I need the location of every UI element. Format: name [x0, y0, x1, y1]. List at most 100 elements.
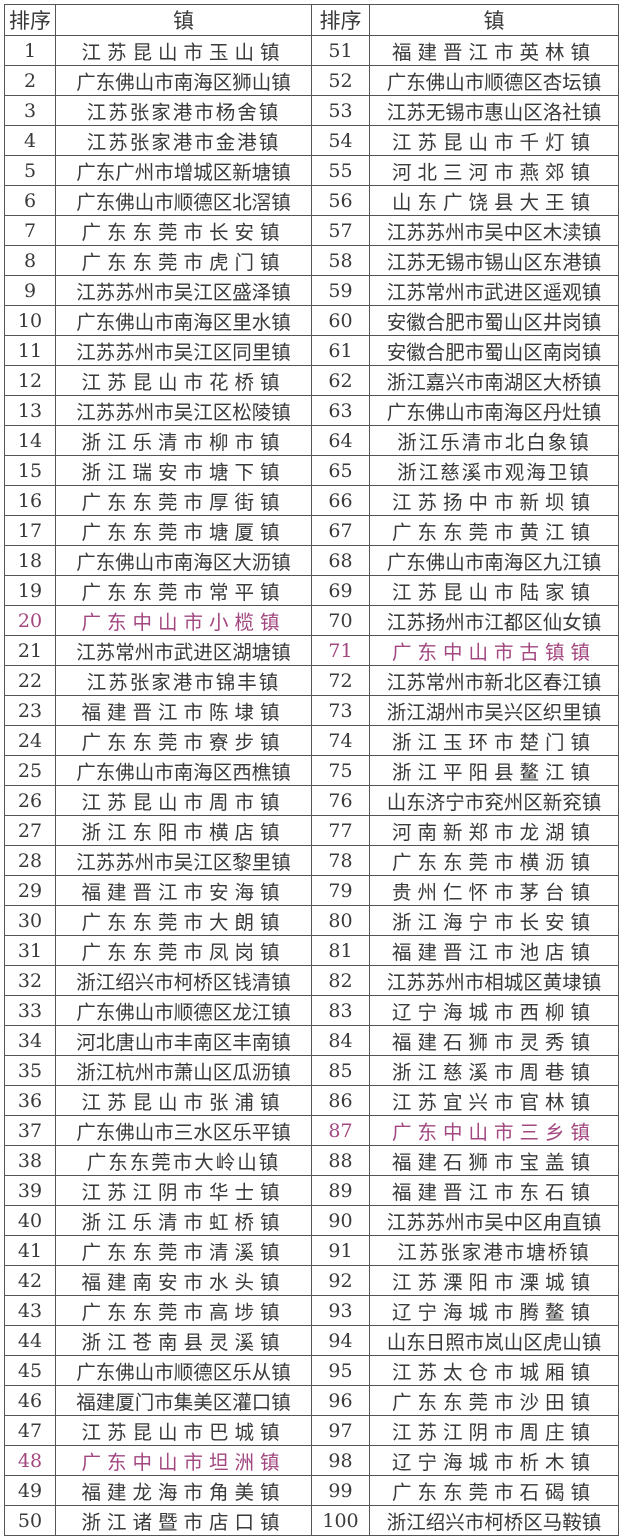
rank-cell: 100 — [311, 1505, 370, 1536]
town-cell: 广东中山市坦洲镇 — [55, 1445, 312, 1476]
rank-cell: 31 — [4, 935, 56, 966]
table-row: 22 江苏张家港市锦丰镇 72 江苏常州市新北区春江镇 — [4, 665, 619, 696]
town-cell: 广东佛山市南海区丹灶镇 — [369, 395, 619, 426]
town-ranking-table: 排序 镇 排序 镇 1 江苏昆山市玉山镇 51 福建晋江市英林镇 2 广东佛山市南海区狮山… — [4, 4, 619, 1536]
town-cell: 浙江海宁市长安镇 — [369, 905, 619, 936]
rank-cell: 44 — [4, 1325, 56, 1356]
town-cell: 江苏苏州市吴江区松陵镇 — [55, 395, 312, 426]
rank-cell: 71 — [311, 635, 370, 666]
town-cell: 江苏昆山市千灯镇 — [369, 125, 619, 156]
rank-cell: 91 — [311, 1235, 370, 1266]
rank-cell: 35 — [4, 1055, 56, 1086]
table-row: 39 江苏江阴市华士镇 89 福建晋江市东石镇 — [4, 1175, 619, 1206]
rank-cell: 18 — [4, 545, 56, 576]
town-cell: 安徽合肥市蜀山区南岗镇 — [369, 335, 619, 366]
table-row: 18 广东佛山市南海区大沥镇 68 广东佛山市南海区九江镇 — [4, 545, 619, 576]
town-cell: 浙江慈溪市观海卫镇 — [369, 455, 619, 486]
town-cell: 福建龙海市角美镇 — [55, 1475, 312, 1506]
rank-cell: 26 — [4, 785, 56, 816]
rank-cell: 74 — [311, 725, 370, 756]
table-row: 20 广东中山市小榄镇 70 江苏扬州市江都区仙女镇 — [4, 605, 619, 636]
table-row: 7 广东东莞市长安镇 57 江苏苏州市吴中区木渎镇 — [4, 215, 619, 246]
rank-cell: 36 — [4, 1085, 56, 1116]
table-row: 30 广东东莞市大朗镇 80 浙江海宁市长安镇 — [4, 905, 619, 936]
rank-cell: 85 — [311, 1055, 370, 1086]
town-cell: 福建南安市水头镇 — [55, 1265, 312, 1296]
town-cell: 浙江杭州市萧山区瓜沥镇 — [55, 1055, 312, 1086]
town-cell: 广东东莞市横沥镇 — [369, 845, 619, 876]
rank-cell: 38 — [4, 1145, 56, 1176]
rank-cell: 47 — [4, 1415, 56, 1446]
town-cell: 江苏苏州市吴中区甪直镇 — [369, 1205, 619, 1236]
rank-cell: 5 — [4, 155, 56, 186]
rank-cell: 80 — [311, 905, 370, 936]
rank-cell: 33 — [4, 995, 56, 1026]
rank-cell: 9 — [4, 275, 56, 306]
rank-cell: 41 — [4, 1235, 56, 1266]
rank-cell: 67 — [311, 515, 370, 546]
rank-cell: 96 — [311, 1385, 370, 1416]
table-row: 44 浙江苍南县灵溪镇 94 山东日照市岚山区虎山镇 — [4, 1325, 619, 1356]
town-cell: 浙江绍兴市柯桥区钱清镇 — [55, 965, 312, 996]
rank-cell: 75 — [311, 755, 370, 786]
rank-cell: 81 — [311, 935, 370, 966]
town-cell: 江苏常州市武进区遥观镇 — [369, 275, 619, 306]
table-row: 41 广东东莞市清溪镇 91 江苏张家港市塘桥镇 — [4, 1235, 619, 1266]
rank-cell: 39 — [4, 1175, 56, 1206]
table-row: 5 广东广州市增城区新塘镇 55 河北三河市燕郊镇 — [4, 155, 619, 186]
town-cell: 江苏江阴市华士镇 — [55, 1175, 312, 1206]
town-cell: 安徽合肥市蜀山区井岗镇 — [369, 305, 619, 336]
town-header-left: 镇 — [55, 4, 312, 36]
town-cell: 浙江乐清市柳市镇 — [55, 425, 312, 456]
rank-cell: 13 — [4, 395, 56, 426]
town-cell: 河北唐山市丰南区丰南镇 — [55, 1025, 312, 1056]
table-row: 50 浙江诸暨市店口镇 100 浙江绍兴市柯桥区马鞍镇 — [4, 1505, 619, 1536]
town-cell: 广东佛山市南海区大沥镇 — [55, 545, 312, 576]
rank-cell: 40 — [4, 1205, 56, 1236]
town-cell: 辽宁海城市析木镇 — [369, 1445, 619, 1476]
table-row: 26 江苏昆山市周市镇 76 山东济宁市兖州区新兖镇 — [4, 785, 619, 816]
rank-cell: 12 — [4, 365, 56, 396]
town-cell: 广东中山市三乡镇 — [369, 1115, 619, 1146]
town-cell: 江苏张家港市金港镇 — [55, 125, 312, 156]
town-cell: 江苏张家港市塘桥镇 — [369, 1235, 619, 1266]
rank-cell: 68 — [311, 545, 370, 576]
rank-cell: 94 — [311, 1325, 370, 1356]
town-cell: 广东东莞市沙田镇 — [369, 1385, 619, 1416]
table-row: 35 浙江杭州市萧山区瓜沥镇 85 浙江慈溪市周巷镇 — [4, 1055, 619, 1086]
table-row: 27 浙江东阳市横店镇 77 河南新郑市龙湖镇 — [4, 815, 619, 846]
town-cell: 江苏苏州市相城区黄埭镇 — [369, 965, 619, 996]
town-cell: 广东中山市古镇镇 — [369, 635, 619, 666]
town-cell: 河南新郑市龙湖镇 — [369, 815, 619, 846]
table-row: 16 广东东莞市厚街镇 66 江苏扬中市新坝镇 — [4, 485, 619, 516]
town-cell: 广东东莞市高埗镇 — [55, 1295, 312, 1326]
rank-cell: 56 — [311, 185, 370, 216]
table-row: 21 江苏常州市武进区湖塘镇 71 广东中山市古镇镇 — [4, 635, 619, 666]
town-cell: 山东广饶县大王镇 — [369, 185, 619, 216]
town-cell: 江苏常州市武进区湖塘镇 — [55, 635, 312, 666]
rank-cell: 92 — [311, 1265, 370, 1296]
town-cell: 江苏宜兴市官林镇 — [369, 1085, 619, 1116]
table-row: 34 河北唐山市丰南区丰南镇 84 福建石狮市灵秀镇 — [4, 1025, 619, 1056]
town-cell: 广东东莞市虎门镇 — [55, 245, 312, 276]
town-cell: 广东东莞市凤岗镇 — [55, 935, 312, 966]
town-cell: 江苏昆山市周市镇 — [55, 785, 312, 816]
rank-cell: 25 — [4, 755, 56, 786]
town-cell: 江苏苏州市吴江区黎里镇 — [55, 845, 312, 876]
town-cell: 浙江东阳市横店镇 — [55, 815, 312, 846]
town-cell: 浙江湖州市吴兴区织里镇 — [369, 695, 619, 726]
rank-header-left: 排序 — [4, 4, 56, 36]
rank-cell: 76 — [311, 785, 370, 816]
town-cell: 浙江绍兴市柯桥区马鞍镇 — [369, 1505, 619, 1536]
rank-cell: 63 — [311, 395, 370, 426]
rank-cell: 61 — [311, 335, 370, 366]
rank-cell: 7 — [4, 215, 56, 246]
table-row: 32 浙江绍兴市柯桥区钱清镇 82 江苏苏州市相城区黄埭镇 — [4, 965, 619, 996]
rank-cell: 29 — [4, 875, 56, 906]
rank-cell: 78 — [311, 845, 370, 876]
table-row: 49 福建龙海市角美镇 99 广东东莞市石碣镇 — [4, 1475, 619, 1506]
town-cell: 广东佛山市顺德区杏坛镇 — [369, 65, 619, 96]
table-row: 38 广东东莞市大岭山镇 88 福建石狮市宝盖镇 — [4, 1145, 619, 1176]
town-cell: 广东东莞市厚街镇 — [55, 485, 312, 516]
rank-cell: 48 — [4, 1445, 56, 1476]
